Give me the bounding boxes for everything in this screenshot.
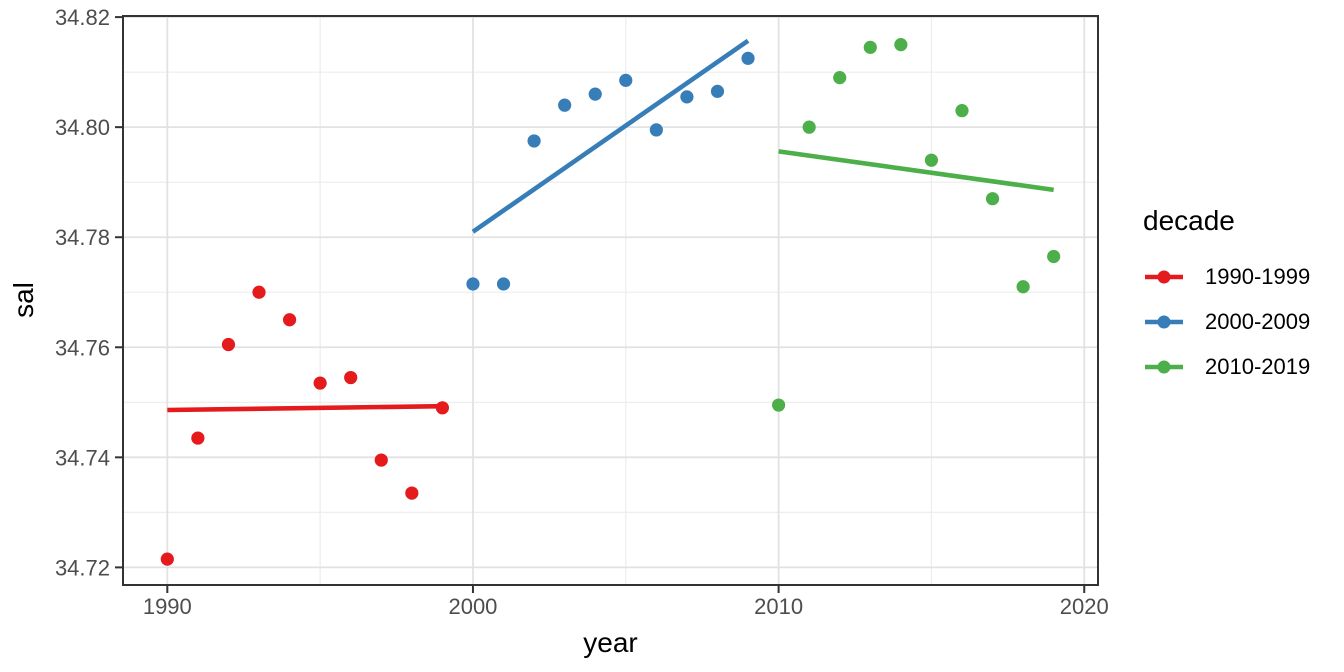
legend-item-1990-1999: 1990-1999 xyxy=(1145,262,1310,292)
data-point-1990-1999 xyxy=(344,370,358,385)
data-point-2000-2009 xyxy=(496,277,511,291)
data-point-2000-2009 xyxy=(649,123,663,137)
data-point-1990-1999 xyxy=(282,313,297,327)
data-point-2000-2009 xyxy=(619,73,633,87)
data-point-2010-2019 xyxy=(1047,249,1061,264)
y-tick-label: 34.80 xyxy=(55,115,110,140)
data-point-2000-2009 xyxy=(680,90,694,104)
y-axis-title: sal xyxy=(8,282,39,318)
data-point-1990-1999 xyxy=(221,337,236,352)
y-tick-label: 34.74 xyxy=(55,445,110,470)
data-point-2010-2019 xyxy=(833,71,847,85)
x-tick-label: 2000 xyxy=(448,594,497,619)
data-point-2000-2009 xyxy=(741,51,755,65)
data-point-2010-2019 xyxy=(802,120,816,134)
legend-label: 2010-2019 xyxy=(1205,354,1311,379)
data-point-2010-2019 xyxy=(863,40,877,54)
data-point-1990-1999 xyxy=(313,376,327,390)
trend-line-2000-2009 xyxy=(471,38,750,234)
panel-border xyxy=(122,15,1099,586)
legend-label: 1990-1999 xyxy=(1205,264,1311,289)
data-point-2010-2019 xyxy=(1016,280,1030,294)
data-point-1990-1999 xyxy=(435,401,449,415)
data-point-2010-2019 xyxy=(924,153,939,167)
legend-key-line-dot-icon xyxy=(1145,360,1183,374)
data-point-2010-2019 xyxy=(772,398,786,412)
data-point-2000-2009 xyxy=(527,134,541,148)
x-axis-title: year xyxy=(583,627,638,658)
y-tick-label: 34.78 xyxy=(55,225,110,250)
legend-label: 2000-2009 xyxy=(1205,309,1311,334)
legend-key-line-dot-icon xyxy=(1145,315,1183,329)
data-point-1990-1999 xyxy=(374,453,388,467)
x-tick-label: 1990 xyxy=(143,594,192,619)
y-tick-label: 34.72 xyxy=(55,555,110,580)
data-point-2000-2009 xyxy=(466,277,480,291)
data-point-1990-1999 xyxy=(160,552,174,566)
x-tick-label: 2010 xyxy=(754,594,803,619)
trend-line-2010-2019 xyxy=(778,149,1055,193)
legend: decade 1990-1999 2000-2009 2010-2019 xyxy=(1143,204,1343,379)
data-point-1990-1999 xyxy=(405,486,419,500)
legend-key-line-dot-icon xyxy=(1145,270,1183,284)
data-point-1990-1999 xyxy=(252,285,266,299)
data-point-2010-2019 xyxy=(955,104,969,118)
x-tick-label: 2020 xyxy=(1060,594,1109,619)
data-point-2000-2009 xyxy=(710,84,725,98)
data-point-2000-2009 xyxy=(588,87,602,101)
y-tick-label: 34.82 xyxy=(55,5,110,30)
legend-title: decade xyxy=(1143,205,1235,236)
data-point-2010-2019 xyxy=(894,38,908,52)
legend-item-2000-2009: 2000-2009 xyxy=(1145,307,1310,337)
plot-panel xyxy=(123,16,1098,585)
trend-line-1990-1999 xyxy=(167,403,443,413)
y-tick-label: 34.76 xyxy=(55,335,110,360)
data-point-2010-2019 xyxy=(985,192,1000,206)
data-point-2000-2009 xyxy=(558,98,572,112)
legend-item-2010-2019: 2010-2019 xyxy=(1145,352,1310,382)
data-point-1990-1999 xyxy=(191,431,205,445)
